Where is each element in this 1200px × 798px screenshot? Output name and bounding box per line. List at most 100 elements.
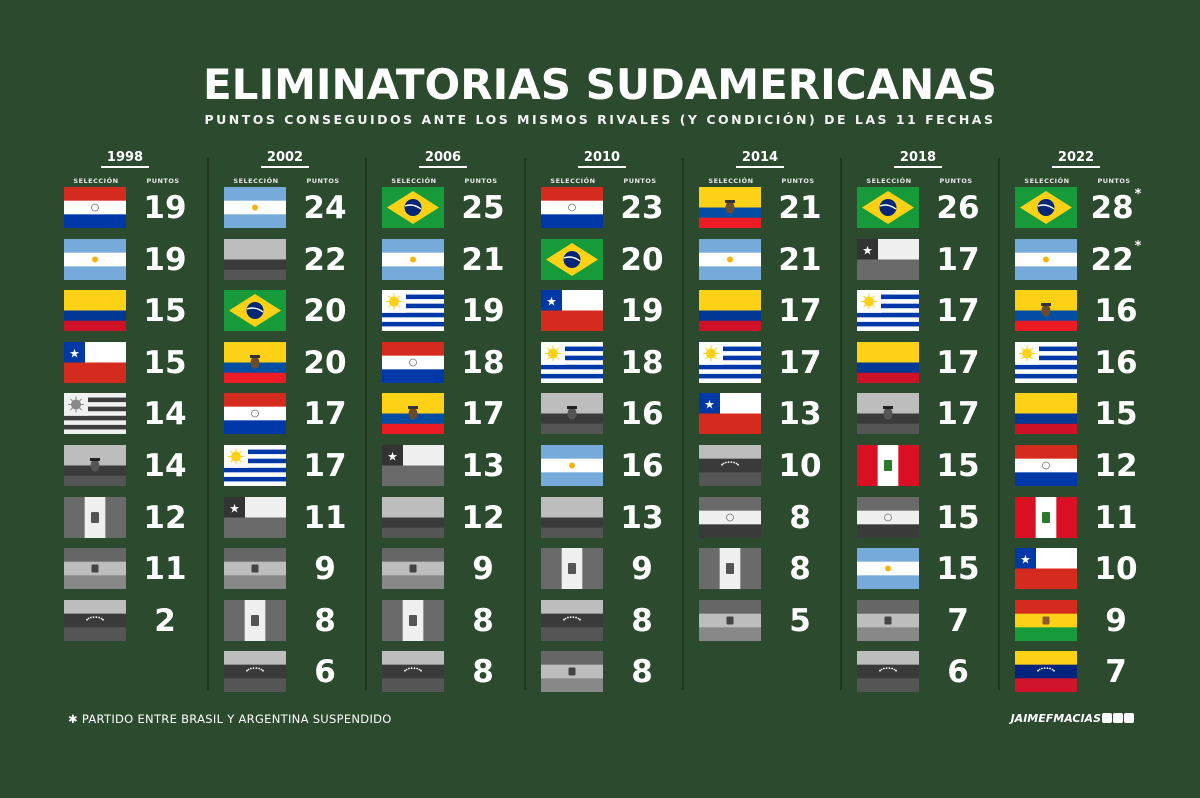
points-number: 17 <box>778 293 822 330</box>
points-value: 15 <box>921 546 995 592</box>
points-value: 9 <box>1079 598 1153 644</box>
peru-flag-icon <box>64 496 126 538</box>
chile-flag-icon: ★ <box>224 496 286 538</box>
seleccion-header: SELECCIÓN <box>708 177 754 185</box>
bolivia-flag-icon <box>382 548 444 590</box>
points-value: 19 <box>605 288 679 334</box>
points-number: 17 <box>936 293 980 330</box>
paraguay-flag-icon <box>1015 445 1077 486</box>
team-row: 6 <box>843 649 993 695</box>
uruguay-flag-icon <box>857 290 919 332</box>
seleccion-header: SELECCIÓN <box>866 177 912 185</box>
puntos-header: PUNTOS <box>464 177 498 185</box>
puntos-header: PUNTOS <box>623 177 657 185</box>
points-number: 20 <box>303 344 347 381</box>
year-heading: 1998 <box>50 150 200 168</box>
asterisk-mark: * <box>1134 187 1142 202</box>
points-value: 28* <box>1079 185 1153 231</box>
team-row: 20 <box>210 340 360 386</box>
points-value: 6 <box>288 649 362 695</box>
column-divider <box>365 158 367 690</box>
page-subtitle: PUNTOS CONSEGUIDOS ANTE LOS MISMOS RIVAL… <box>204 112 996 127</box>
points-number: 21 <box>778 190 822 226</box>
points-number: 8 <box>631 602 653 639</box>
points-number: 6 <box>314 654 336 691</box>
column-divider <box>524 158 526 690</box>
ecuador-flag-icon <box>857 393 919 435</box>
team-row: 15 <box>50 288 200 334</box>
team-row: 11 <box>50 546 200 592</box>
team-row: ★ 13 <box>368 443 518 489</box>
chile-flag-icon: ★ <box>1015 548 1077 590</box>
points-value: 12 <box>1079 443 1153 489</box>
points-value: 12 <box>446 495 520 541</box>
paraguay-flag-icon <box>382 341 444 383</box>
uruguay-flag-icon <box>1015 341 1077 383</box>
twitter-icon <box>1102 713 1112 723</box>
points-value: 17 <box>921 391 995 437</box>
facebook-icon <box>1113 713 1123 723</box>
points-number: 23 <box>620 190 664 226</box>
points-number: 9 <box>314 551 336 588</box>
points-number: 5 <box>789 602 811 639</box>
points-value: 7 <box>1079 649 1153 695</box>
points-number: 17 <box>303 448 347 484</box>
instagram-icon <box>1124 713 1134 723</box>
points-value: 6 <box>921 649 995 695</box>
points-value: 17 <box>921 340 995 386</box>
venezuela-flag-icon <box>64 599 126 641</box>
team-row: 14 <box>50 443 200 489</box>
points-value: 8 <box>605 598 679 644</box>
points-value: 19 <box>128 237 202 283</box>
venezuela-flag-icon <box>1015 651 1077 693</box>
paraguay-flag-icon <box>857 496 919 538</box>
points-value: 8 <box>446 598 520 644</box>
year-column-2002: 2002 SELECCIÓN PUNTOS 24 22 20 20 17 17 ★ 11 9 8 6 <box>210 148 360 698</box>
team-row: 20 <box>210 288 360 334</box>
points-value: 24 <box>288 185 362 231</box>
team-row: 7 <box>1001 649 1151 695</box>
argentina-flag-icon <box>857 548 919 590</box>
points-number: 20 <box>620 241 664 278</box>
year-label: 2022 <box>1051 150 1101 168</box>
team-row: 6 <box>210 649 360 695</box>
colombia-flag-icon <box>699 290 761 332</box>
points-value: 7 <box>921 598 995 644</box>
year-label: 2014 <box>735 150 785 168</box>
points-number: 16 <box>1094 344 1138 381</box>
seleccion-header: SELECCIÓN <box>391 177 437 185</box>
peru-flag-icon <box>382 599 444 641</box>
puntos-header: PUNTOS <box>939 177 973 185</box>
svg-text:★: ★ <box>862 243 873 257</box>
puntos-header: PUNTOS <box>1097 177 1131 185</box>
points-number: 19 <box>620 293 664 330</box>
points-value: 21 <box>763 185 837 231</box>
team-row: 17 <box>843 391 993 437</box>
points-value: 15 <box>921 495 995 541</box>
year-heading: 2022 <box>1001 150 1151 168</box>
paraguay-flag-icon <box>64 187 126 228</box>
points-number: 16 <box>620 448 664 484</box>
points-value: 9 <box>605 546 679 592</box>
venezuela-flag-icon <box>541 599 603 641</box>
year-column-2018: 2018 SELECCIÓN PUNTOS 26 ★ 17 17 17 17 15 15 15 7 6 <box>843 148 993 698</box>
points-number: 14 <box>143 448 187 484</box>
points-number: 11 <box>1094 499 1138 536</box>
bolivia-flag-icon <box>1015 599 1077 641</box>
team-row: 17 <box>210 443 360 489</box>
points-number: 8 <box>789 551 811 588</box>
column-divider <box>998 158 1000 690</box>
team-row: 22* <box>1001 237 1151 283</box>
bolivia-flag-icon <box>699 599 761 641</box>
team-row: 26 <box>843 185 993 231</box>
points-number: 17 <box>778 344 822 381</box>
svg-text:★: ★ <box>546 295 557 309</box>
team-row: 17 <box>685 340 835 386</box>
uruguay-flag-icon <box>699 341 761 383</box>
points-number: 15 <box>936 499 980 536</box>
team-row: 16 <box>527 391 677 437</box>
colombia-flag-icon <box>857 341 919 383</box>
points-number: 15 <box>143 344 187 381</box>
points-value: 21 <box>446 237 520 283</box>
year-heading: 2018 <box>843 150 993 168</box>
